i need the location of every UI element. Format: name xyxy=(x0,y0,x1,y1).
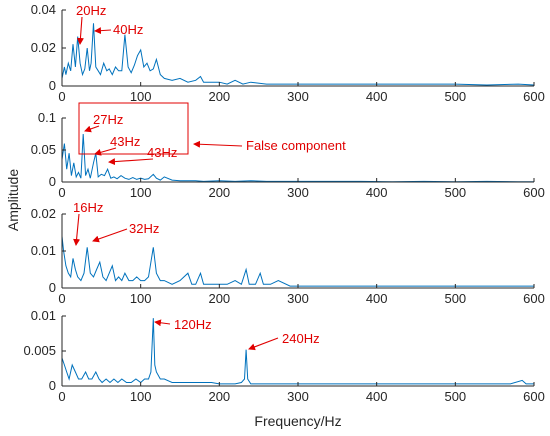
y-axis-label: Amplitude xyxy=(5,169,21,231)
x-tick-label: 300 xyxy=(287,89,309,104)
y-tick-label: 0 xyxy=(49,78,56,93)
x-tick-label: 300 xyxy=(287,389,309,404)
annotation-arrow xyxy=(92,228,128,243)
annotation-arrow xyxy=(84,125,100,133)
annotation-arrow xyxy=(154,319,171,327)
x-tick-label: 100 xyxy=(130,291,152,306)
x-axis-label: Frequency/Hz xyxy=(254,413,341,429)
y-tick-label: 0.04 xyxy=(31,2,56,17)
spectrum-line-2 xyxy=(61,133,534,183)
panel-3: 0 100 200 300 400 500 600 0 0.01 0.02 16Hz 32Hz xyxy=(31,200,545,306)
annotation-label: 240Hz xyxy=(282,331,320,346)
annotation-label: 43Hz xyxy=(147,145,177,160)
annotation-arrow xyxy=(73,213,81,246)
y-tick-label: 0.005 xyxy=(23,343,56,358)
y-tick-label: 0.02 xyxy=(31,206,56,221)
annotation-label: 43Hz xyxy=(110,134,140,149)
x-tick-label: 500 xyxy=(444,89,466,104)
x-tick-label: 100 xyxy=(130,185,152,200)
y-tick-label: 0 xyxy=(49,378,56,393)
x-tick-label: 600 xyxy=(523,89,545,104)
spectrum-line-1 xyxy=(61,23,535,86)
x-tick-label: 300 xyxy=(287,291,309,306)
x-tick-label: 200 xyxy=(208,389,230,404)
y-tick-label: 0.02 xyxy=(31,40,56,55)
annotation-arrow xyxy=(108,158,154,166)
annotation-arrow xyxy=(193,140,243,148)
x-tick-label: 100 xyxy=(130,389,152,404)
annotation-label: False component xyxy=(246,138,346,153)
x-tick-label: 0 xyxy=(58,291,65,306)
annotation-label: 20Hz xyxy=(76,3,106,18)
x-tick-label: 0 xyxy=(58,89,65,104)
x-tick-label: 400 xyxy=(366,291,388,306)
x-tick-label: 0 xyxy=(58,185,65,200)
annotation-label: 40Hz xyxy=(113,22,143,37)
panel-4: 0 100 200 300 400 500 600 0 0.005 0.01 120Hz 240Hz F… xyxy=(23,308,544,429)
x-tick-label: 300 xyxy=(287,185,309,200)
annotation-arrow xyxy=(94,147,117,156)
y-tick-label: 0.05 xyxy=(31,142,56,157)
y-tick-label: 0 xyxy=(49,280,56,295)
panel-2: 0 100 200 300 400 500 600 0 0.05 0.1 27Hz 43Hz 43Hz F… xyxy=(31,102,545,200)
x-tick-label: 400 xyxy=(366,89,388,104)
y-tick-label: 0.01 xyxy=(31,308,56,323)
x-tick-label: 400 xyxy=(366,185,388,200)
x-tick-label: 200 xyxy=(208,291,230,306)
x-tick-label: 600 xyxy=(523,389,545,404)
x-tick-label: 500 xyxy=(444,291,466,306)
y-tick-label: 0.1 xyxy=(38,110,56,125)
spectrum-line-4 xyxy=(61,318,534,385)
x-tick-label: 200 xyxy=(208,89,230,104)
annotation-label: 32Hz xyxy=(129,221,159,236)
panel-1: 0 100 200 300 400 500 600 0 0.02 0.04 20Hz 40Hz xyxy=(31,2,545,104)
false-component-box xyxy=(78,102,189,155)
y-tick-label: 0 xyxy=(49,174,56,189)
x-tick-label: 600 xyxy=(523,185,545,200)
y-tick-label: 0.01 xyxy=(31,243,56,258)
annotation-label: 120Hz xyxy=(174,317,212,332)
x-tick-label: 200 xyxy=(208,185,230,200)
spectrum-line-3 xyxy=(61,236,534,287)
annotation-arrow xyxy=(76,16,84,45)
annotation-arrow xyxy=(94,27,112,35)
x-tick-label: 600 xyxy=(523,291,545,306)
x-tick-label: 100 xyxy=(130,89,152,104)
annotation-arrow xyxy=(248,337,279,351)
annotation-label: 27Hz xyxy=(93,112,123,127)
x-tick-label: 400 xyxy=(366,389,388,404)
x-tick-label: 500 xyxy=(444,389,466,404)
annotation-label: 16Hz xyxy=(73,200,103,215)
x-tick-label: 500 xyxy=(444,185,466,200)
x-tick-label: 0 xyxy=(58,389,65,404)
